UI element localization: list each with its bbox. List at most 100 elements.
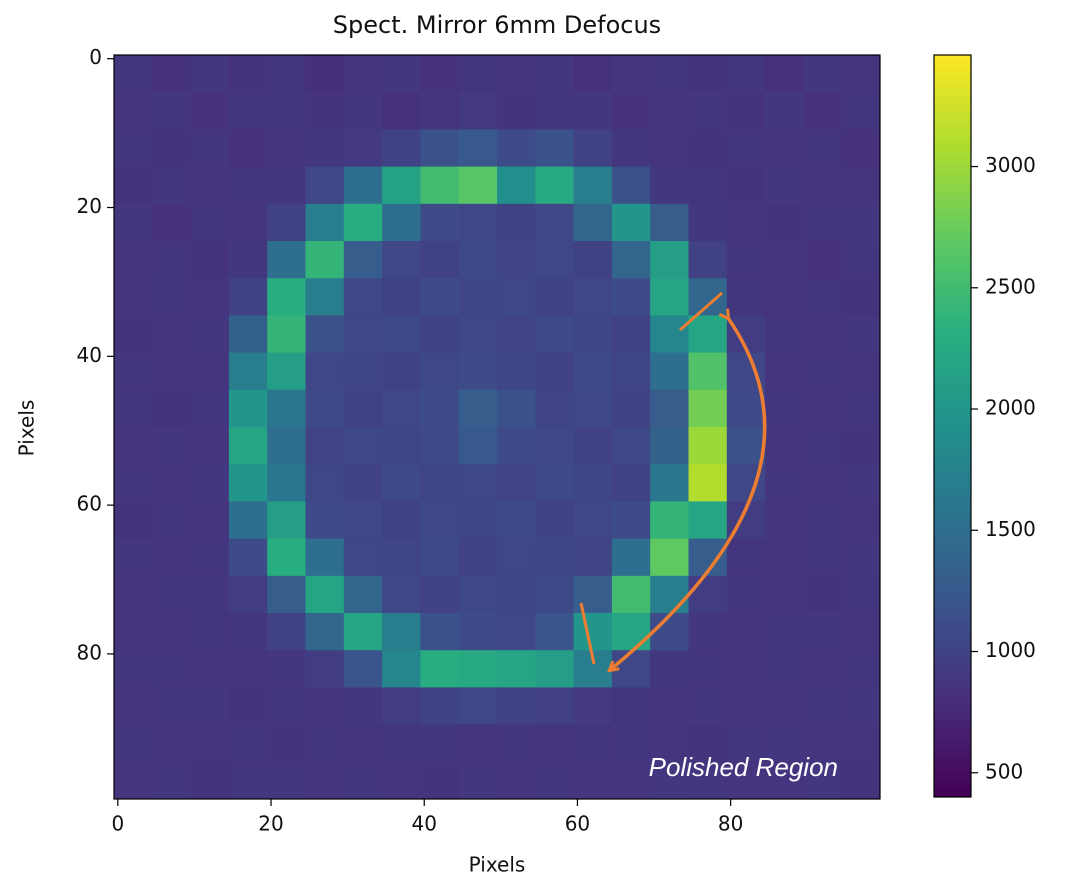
heat-cell — [152, 538, 192, 577]
heat-cell — [458, 55, 498, 93]
region-arrow — [610, 318, 767, 670]
heat-cell — [765, 166, 804, 205]
heat-cell — [114, 55, 153, 93]
heat-cell — [458, 427, 498, 465]
heat-cell — [343, 55, 383, 93]
heat-cell — [535, 501, 575, 540]
heat-cell — [305, 687, 345, 726]
x-tick-label: 20 — [258, 812, 283, 836]
heat-cell — [803, 761, 843, 800]
heat-cell — [765, 315, 804, 354]
heat-cell — [573, 241, 613, 279]
heat-cell — [420, 464, 460, 502]
heat-cell — [535, 761, 575, 800]
heat-cell — [841, 761, 881, 800]
heat-cell — [458, 761, 498, 800]
heat-cell — [573, 129, 613, 168]
heat-cell — [765, 464, 804, 502]
heat-cell — [573, 166, 613, 205]
chart-title: Spect. Mirror 6mm Defocus — [333, 11, 661, 39]
heat-cell — [535, 575, 575, 614]
heat-cell — [152, 389, 192, 428]
annotation: Polished Region — [649, 752, 838, 782]
heat-cell — [841, 501, 881, 540]
heat-cell — [152, 575, 192, 614]
heat-cell — [267, 538, 306, 577]
heat-cell — [458, 166, 498, 205]
heat-cell — [382, 724, 421, 763]
heat-cell — [535, 687, 575, 726]
heat-cell — [228, 501, 268, 540]
heat-cell — [535, 464, 575, 502]
heat-cell — [688, 761, 728, 800]
heat-cell — [458, 352, 498, 391]
heat-cell — [726, 278, 766, 316]
heat-cell — [611, 129, 651, 168]
heat-cell — [420, 538, 460, 577]
heat-cell — [152, 315, 192, 354]
heat-cell — [190, 613, 230, 651]
heat-cell — [573, 501, 613, 540]
heat-cell — [382, 166, 421, 205]
heat-cell — [420, 687, 460, 726]
heat-cell — [343, 724, 383, 763]
heat-cell — [382, 315, 421, 354]
heat-cell — [611, 613, 651, 651]
heat-cell — [305, 92, 345, 130]
heat-cell — [267, 389, 306, 428]
heat-cell — [420, 315, 460, 354]
heat-cell — [535, 92, 575, 130]
heat-cell — [726, 538, 766, 577]
heat-cell — [535, 203, 575, 242]
heat-cell — [228, 278, 268, 316]
heat-cell — [688, 575, 728, 614]
heat-cell — [228, 687, 268, 726]
heat-cell — [420, 278, 460, 316]
heat-cell — [343, 501, 383, 540]
heat-cell — [841, 464, 881, 502]
heat-cell — [343, 389, 383, 428]
heat-cell — [382, 203, 421, 242]
heat-cell — [765, 129, 804, 168]
heat-cell — [267, 278, 306, 316]
heat-cell — [420, 352, 460, 391]
heat-cell — [688, 278, 728, 316]
heat-cell — [650, 538, 689, 577]
heat-cell — [458, 501, 498, 540]
heat-cell — [114, 278, 153, 316]
heat-cell — [114, 464, 153, 502]
heat-cell — [688, 203, 728, 242]
heat-cell — [497, 427, 536, 465]
heat-cell — [573, 92, 613, 130]
heat-cell — [458, 278, 498, 316]
heat-cell — [765, 203, 804, 242]
heat-cell — [267, 55, 306, 93]
heat-cell — [650, 278, 689, 316]
heat-cell — [420, 389, 460, 428]
heat-cell — [114, 613, 153, 651]
heat-cell — [114, 724, 153, 763]
heat-cell — [650, 352, 689, 391]
heat-cell — [765, 352, 804, 391]
heat-cell — [343, 464, 383, 502]
y-tick-label: 60 — [77, 492, 102, 516]
heat-cell — [343, 129, 383, 168]
heat-cell — [765, 55, 804, 93]
heat-cell — [343, 92, 383, 130]
heat-cell — [382, 389, 421, 428]
heat-cell — [190, 129, 230, 168]
heat-cell — [114, 129, 153, 168]
heat-cell — [688, 389, 728, 428]
heat-cell — [382, 761, 421, 800]
heat-cell — [611, 315, 651, 354]
heat-cell — [611, 687, 651, 726]
heat-cell — [650, 724, 689, 763]
heat-cell — [841, 575, 881, 614]
heat-cell — [841, 315, 881, 354]
heat-cell — [803, 55, 843, 93]
heat-cell — [841, 687, 881, 726]
heat-cell — [841, 427, 881, 465]
heat-cell — [190, 501, 230, 540]
heat-cell — [190, 687, 230, 726]
